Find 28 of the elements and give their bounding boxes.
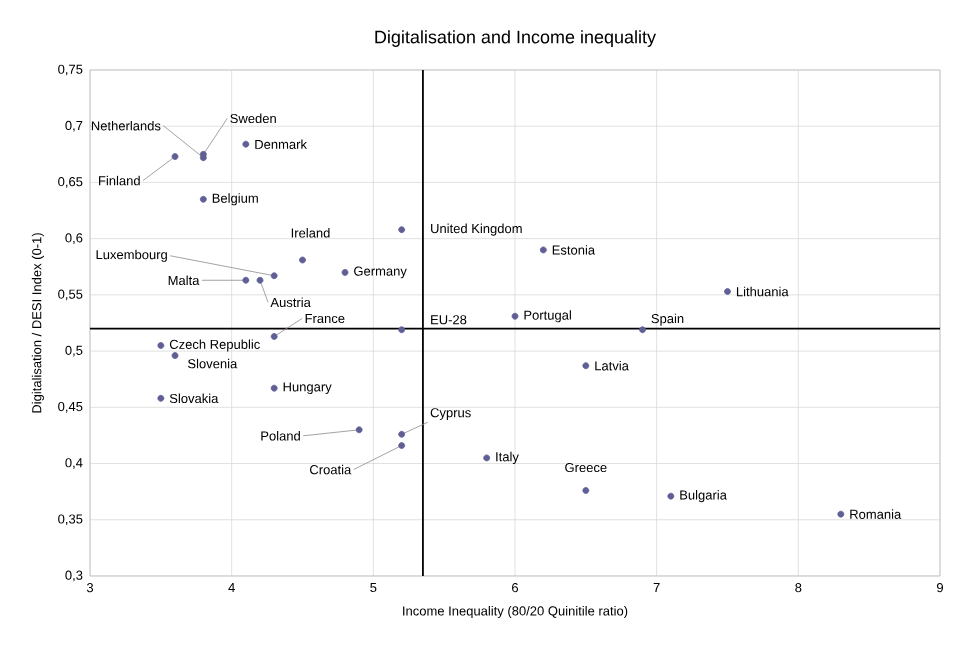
point bbox=[270, 333, 278, 340]
point bbox=[639, 326, 646, 334]
point bbox=[299, 256, 306, 264]
point bbox=[582, 487, 590, 494]
point bbox=[667, 492, 675, 500]
point bbox=[355, 426, 363, 434]
point bbox=[199, 195, 207, 203]
point bbox=[270, 272, 278, 280]
point bbox=[483, 454, 491, 462]
point bbox=[398, 442, 406, 449]
point bbox=[270, 384, 278, 392]
point bbox=[398, 226, 406, 234]
point bbox=[837, 510, 845, 518]
point bbox=[171, 153, 179, 160]
point bbox=[171, 352, 179, 359]
point bbox=[157, 342, 165, 349]
point bbox=[256, 276, 264, 284]
point bbox=[539, 246, 547, 254]
point bbox=[398, 430, 406, 438]
point bbox=[511, 312, 519, 320]
point bbox=[398, 326, 406, 334]
point bbox=[341, 268, 349, 276]
chart-title: Digitalisation and Income inequality bbox=[375, 30, 656, 47]
point bbox=[242, 276, 250, 284]
point bbox=[582, 362, 590, 370]
point bbox=[242, 140, 250, 148]
point bbox=[157, 394, 165, 402]
point bbox=[724, 288, 731, 295]
